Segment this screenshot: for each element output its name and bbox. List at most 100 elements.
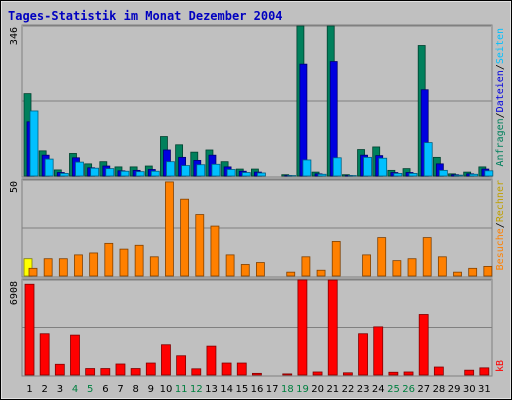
- bar-besuche-day-19: [301, 256, 311, 277]
- bar-besuche-day-23: [362, 254, 371, 277]
- bar-seiten-day-16: [257, 172, 266, 177]
- bar-besuche-day-5: [89, 252, 99, 277]
- bar-besuche-day-31: [483, 265, 493, 277]
- day-label-23: 23: [357, 384, 370, 395]
- day-label-9: 9: [148, 384, 154, 395]
- bar-seiten-day-24: [378, 157, 388, 177]
- bar-seiten-day-25: [393, 172, 403, 177]
- bar-seiten-day-26: [408, 172, 418, 177]
- bar-kb-day-7: [115, 363, 126, 376]
- day-label-4: 4: [72, 384, 78, 395]
- bar-seiten-day-11: [181, 165, 191, 177]
- bar-besuche-day-7: [119, 248, 129, 277]
- day-label-13: 13: [205, 384, 218, 395]
- bar-kb-day-27: [418, 314, 429, 376]
- legend-traffic: kB: [495, 360, 506, 372]
- day-label-28: 28: [433, 384, 446, 395]
- bar-besuche-day-28: [437, 256, 447, 277]
- bar-besuche-day-14: [225, 254, 235, 277]
- bar-besuche-day-21: [331, 241, 341, 277]
- day-label-3: 3: [57, 384, 63, 395]
- legend-requests-anfragen: Anfragen: [495, 118, 506, 166]
- bar-besuche-day-12: [195, 214, 205, 277]
- bar-seiten-day-2: [44, 158, 54, 177]
- requests-panel-ymax-label: 346: [9, 27, 20, 45]
- bar-besuche-day-27: [422, 237, 432, 277]
- bar-seiten-day-3: [59, 172, 69, 177]
- bar-kb-day-6: [100, 368, 111, 376]
- bar-besuche-day-11: [180, 198, 190, 277]
- bar-besuche-day-18: [286, 271, 296, 277]
- bar-besuche-day-10: [165, 181, 174, 277]
- day-label-11: 11: [175, 384, 188, 395]
- bar-kb-day-15: [236, 362, 247, 376]
- bar-seiten-day-1: [29, 110, 39, 177]
- bar-seiten-day-13: [211, 163, 221, 177]
- legend-traffic-kb: kB: [495, 360, 506, 372]
- day-label-31: 31: [478, 384, 491, 395]
- day-label-21: 21: [326, 384, 339, 395]
- bar-seiten-day-27: [423, 142, 433, 177]
- bar-kb-day-22: [342, 372, 353, 376]
- legend-visits-besuche: Besuche: [495, 228, 506, 270]
- bar-besuche-day-1: [28, 267, 38, 277]
- bar-besuche-day-13: [210, 225, 220, 277]
- bar-kb-day-18: [282, 373, 293, 376]
- legend-requests: Anfragen/Dateien/Seiten: [495, 28, 506, 167]
- bar-besuche-day-25: [392, 260, 402, 277]
- bar-seiten-day-23: [363, 156, 372, 177]
- bar-seiten-day-19: [302, 159, 312, 177]
- day-label-18: 18: [281, 384, 294, 395]
- day-label-7: 7: [117, 384, 123, 395]
- legend-requests-dateien: Dateien: [495, 70, 506, 112]
- bar-besuche-day-24: [377, 237, 387, 277]
- bar-kb-day-11: [176, 355, 187, 376]
- bar-besuche-day-4: [74, 254, 83, 277]
- day-label-10: 10: [160, 384, 173, 395]
- legend-visits-rechner: Rechner: [495, 180, 506, 222]
- bar-seiten-day-20: [317, 173, 327, 177]
- day-label-2: 2: [42, 384, 48, 395]
- bar-kb-day-8: [130, 368, 141, 376]
- day-label-24: 24: [372, 384, 385, 395]
- bar-kb-day-1: [24, 283, 35, 376]
- bar-kb-day-21: [327, 279, 338, 376]
- day-label-14: 14: [220, 384, 233, 395]
- bar-kb-day-30: [464, 369, 475, 376]
- day-label-27: 27: [417, 384, 430, 395]
- day-label-20: 20: [311, 384, 324, 395]
- bar-kb-day-2: [39, 333, 50, 376]
- legend-requests-seiten: Seiten: [495, 28, 506, 64]
- bar-kb-day-4: [70, 334, 80, 376]
- day-label-16: 16: [251, 384, 264, 395]
- bar-kb-day-19: [297, 279, 308, 376]
- bar-kb-day-26: [403, 371, 414, 376]
- bar-besuche-day-6: [104, 242, 114, 277]
- day-label-15: 15: [235, 384, 248, 395]
- bar-seiten-day-6: [105, 168, 115, 177]
- bar-seiten-day-12: [196, 164, 206, 177]
- bar-kb-day-12: [191, 368, 202, 376]
- bar-seiten-day-9: [150, 170, 160, 177]
- bar-besuche-day-29: [453, 271, 462, 277]
- bar-kb-day-28: [433, 366, 444, 376]
- bar-kb-day-14: [221, 362, 232, 376]
- bar-seiten-day-21: [332, 157, 342, 177]
- traffic-panel-ymax-label: 6908: [9, 281, 20, 305]
- visits-panel-ymax-label: 50: [9, 181, 20, 193]
- bar-kb-day-10: [161, 344, 171, 376]
- bar-kb-day-9: [145, 362, 156, 376]
- bar-besuche-day-8: [134, 244, 144, 277]
- bar-kb-day-20: [312, 371, 323, 376]
- bar-kb-day-3: [54, 363, 65, 376]
- bar-seiten-day-5: [90, 167, 100, 177]
- day-label-26: 26: [402, 384, 415, 395]
- bar-seiten-day-30: [469, 173, 479, 177]
- bar-besuche-day-3: [58, 258, 68, 277]
- bar-besuche-day-26: [407, 258, 417, 277]
- bar-dateien-day-19: [299, 63, 308, 177]
- bar-besuche-day-9: [149, 256, 159, 277]
- day-label-25: 25: [387, 384, 400, 395]
- chart-title: Tages-Statistik im Monat Dezember 2004: [8, 9, 283, 23]
